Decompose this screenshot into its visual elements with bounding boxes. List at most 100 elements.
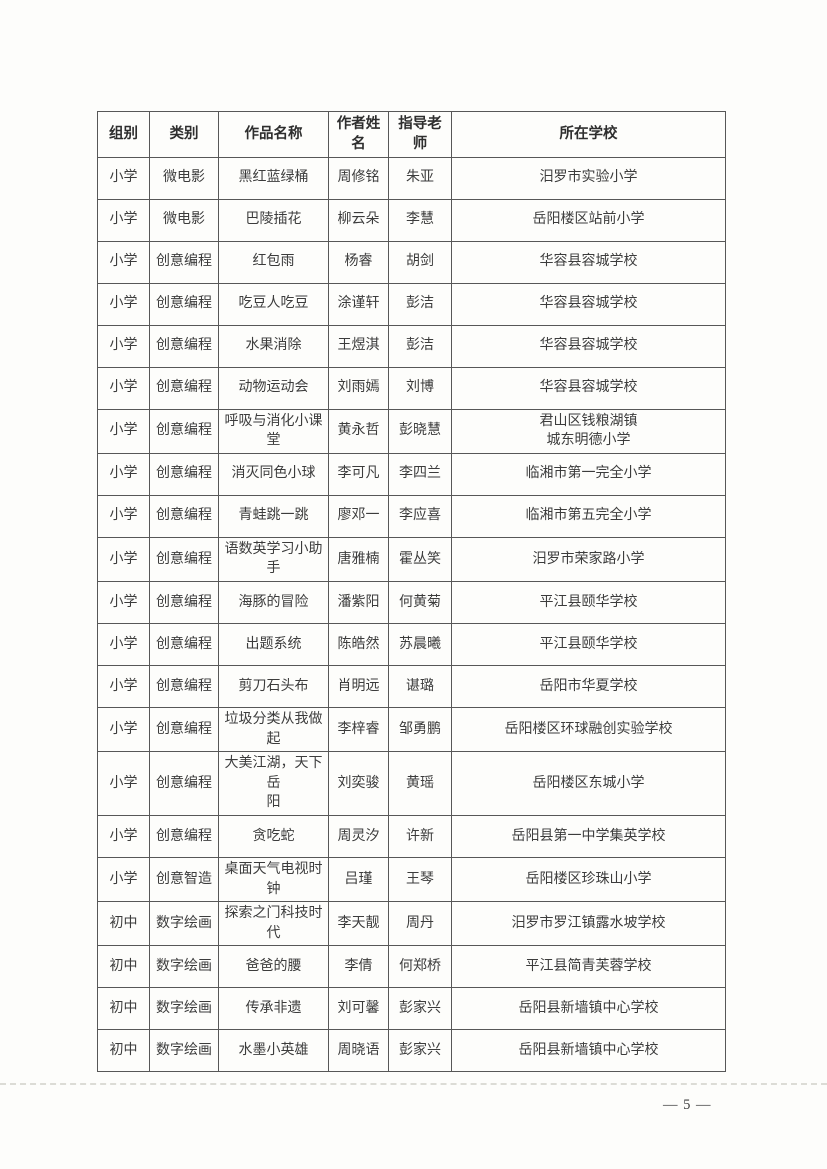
cell-work-title: 桌面天气电视时钟 (218, 856, 329, 903)
cell-work-title: 青蛙跳一跳 (218, 494, 329, 538)
cell-group: 小学 (97, 706, 150, 753)
cell-work-title: 海豚的冒险 (218, 580, 329, 624)
cell-group: 小学 (97, 580, 150, 624)
cell-school: 汨罗市荣家路小学 (451, 536, 726, 582)
cell-school: 华容县容城学校 (451, 366, 726, 410)
cell-work-title: 传承非遗 (218, 987, 329, 1031)
cell-work-title: 语数英学习小助手 (218, 536, 329, 582)
cell-author-name: 刘可馨 (328, 987, 389, 1031)
cell-teacher: 周丹 (388, 901, 452, 947)
column-header-school: 所在学校 (451, 111, 726, 158)
table-row: 小学 创意编程 贪吃蛇 周灵汐 许新 岳阳县第一中学集英学校 (97, 814, 726, 858)
cell-school: 岳阳市华夏学校 (451, 664, 726, 708)
table-row: 初中 数字绘画 探索之门科技时代 李天靓 周丹 汨罗市罗江镇露水坡学校 (97, 901, 726, 947)
cell-school: 汨罗市罗江镇露水坡学校 (451, 901, 726, 947)
cell-group: 小学 (97, 198, 150, 242)
cell-author-name: 周灵汐 (328, 814, 389, 858)
column-header-work-title: 作品名称 (218, 111, 329, 158)
cell-teacher: 彭家兴 (388, 1029, 452, 1073)
table-row: 小学 创意编程 剪刀石头布 肖明远 谌璐 岳阳市华夏学校 (97, 664, 726, 708)
table-row: 小学 创意编程 水果消除 王煜淇 彭洁 华容县容城学校 (97, 324, 726, 368)
table-row: 小学 创意编程 吃豆人吃豆 涂谨轩 彭洁 华容县容城学校 (97, 282, 726, 326)
table-row: 初中 数字绘画 传承非遗 刘可馨 彭家兴 岳阳县新墙镇中心学校 (97, 987, 726, 1031)
cell-school: 岳阳楼区站前小学 (451, 198, 726, 242)
cell-work-title: 黑红蓝绿桶 (218, 156, 329, 200)
cell-teacher: 何郑桥 (388, 945, 452, 989)
cell-category: 创意编程 (149, 366, 219, 410)
cell-teacher: 霍丛笑 (388, 536, 452, 582)
cell-teacher: 李慧 (388, 198, 452, 242)
scan-artifact-line (0, 1083, 827, 1085)
cell-school: 岳阳楼区珍珠山小学 (451, 856, 726, 903)
cell-author-name: 杨睿 (328, 240, 389, 284)
cell-category: 创意编程 (149, 664, 219, 708)
cell-author-name: 廖邓一 (328, 494, 389, 538)
cell-group: 小学 (97, 664, 150, 708)
cell-group: 小学 (97, 536, 150, 582)
cell-teacher: 王琴 (388, 856, 452, 903)
cell-author-name: 黄永哲 (328, 408, 389, 454)
cell-work-title: 水果消除 (218, 324, 329, 368)
cell-category: 创意编程 (149, 408, 219, 454)
cell-category: 创意编程 (149, 282, 219, 326)
cell-teacher: 黄瑶 (388, 751, 452, 816)
cell-category: 创意编程 (149, 452, 219, 496)
cell-group: 小学 (97, 156, 150, 200)
cell-work-title: 动物运动会 (218, 366, 329, 410)
cell-group: 初中 (97, 1029, 150, 1073)
cell-author-name: 唐雅楠 (328, 536, 389, 582)
table-header-row: 组别 类别 作品名称 作者姓名 指导老师 所在学校 (97, 111, 726, 158)
cell-school: 汨罗市实验小学 (451, 156, 726, 200)
cell-group: 小学 (97, 751, 150, 816)
table-row: 小学 创意编程 出题系统 陈皓然 苏晨曦 平江县颐华学校 (97, 622, 726, 666)
cell-school: 平江县颐华学校 (451, 580, 726, 624)
cell-teacher: 许新 (388, 814, 452, 858)
table-row: 小学 创意编程 海豚的冒险 潘紫阳 何黄菊 平江县颐华学校 (97, 580, 726, 624)
cell-work-title: 剪刀石头布 (218, 664, 329, 708)
cell-category: 创意编程 (149, 814, 219, 858)
page-number: — 5 — (663, 1097, 712, 1113)
cell-author-name: 涂谨轩 (328, 282, 389, 326)
cell-author-name: 李倩 (328, 945, 389, 989)
cell-category: 创意编程 (149, 580, 219, 624)
cell-author-name: 李可凡 (328, 452, 389, 496)
cell-work-title: 吃豆人吃豆 (218, 282, 329, 326)
cell-group: 小学 (97, 240, 150, 284)
table-row: 小学 创意编程 语数英学习小助手 唐雅楠 霍丛笑 汨罗市荣家路小学 (97, 536, 726, 582)
cell-group: 初中 (97, 945, 150, 989)
cell-author-name: 周晓语 (328, 1029, 389, 1073)
cell-teacher: 邹勇鹏 (388, 706, 452, 753)
table-row: 小学 创意编程 垃圾分类从我做起 李梓睿 邹勇鹏 岳阳楼区环球融创实验学校 (97, 706, 726, 753)
column-header-category: 类别 (149, 111, 219, 158)
table-row: 小学 创意智造 桌面天气电视时钟 吕瑾 王琴 岳阳楼区珍珠山小学 (97, 856, 726, 903)
cell-work-title: 探索之门科技时代 (218, 901, 329, 947)
awards-table: 组别 类别 作品名称 作者姓名 指导老师 所在学校 小学 微电影 黑红蓝绿桶 周修铭 朱亚 汨罗市实… (97, 111, 726, 1073)
table-row: 小学 创意编程 红包雨 杨睿 胡剑 华容县容城学校 (97, 240, 726, 284)
cell-teacher: 李应喜 (388, 494, 452, 538)
table-row: 小学 创意编程 消灭同色小球 李可凡 李四兰 临湘市第一完全小学 (97, 452, 726, 496)
table-row: 小学 创意编程 呼吸与消化小课堂 黄永哲 彭晓慧 君山区钱粮湖镇 城东明德小学 (97, 408, 726, 454)
cell-school: 岳阳县新墙镇中心学校 (451, 1029, 726, 1073)
cell-work-title: 垃圾分类从我做起 (218, 706, 329, 753)
cell-work-title: 贪吃蛇 (218, 814, 329, 858)
cell-work-title: 巴陵插花 (218, 198, 329, 242)
cell-category: 微电影 (149, 198, 219, 242)
table-row: 小学 微电影 巴陵插花 柳云朵 李慧 岳阳楼区站前小学 (97, 198, 726, 242)
cell-group: 小学 (97, 366, 150, 410)
cell-category: 创意编程 (149, 494, 219, 538)
cell-teacher: 彭家兴 (388, 987, 452, 1031)
cell-group: 小学 (97, 494, 150, 538)
cell-author-name: 李天靓 (328, 901, 389, 947)
column-header-group: 组别 (97, 111, 150, 158)
cell-category: 创意编程 (149, 622, 219, 666)
cell-school: 华容县容城学校 (451, 240, 726, 284)
cell-author-name: 吕瑾 (328, 856, 389, 903)
cell-school: 岳阳楼区东城小学 (451, 751, 726, 816)
table-row: 小学 创意编程 大美江湖，天下岳 阳刘奕骏 黄瑶 岳阳楼区东城小学 (97, 751, 726, 816)
cell-school: 平江县简青芙蓉学校 (451, 945, 726, 989)
cell-work-title: 大美江湖，天下岳 阳 (218, 751, 329, 816)
cell-school: 临湘市第五完全小学 (451, 494, 726, 538)
cell-author-name: 李梓睿 (328, 706, 389, 753)
cell-work-title: 水墨小英雄 (218, 1029, 329, 1073)
